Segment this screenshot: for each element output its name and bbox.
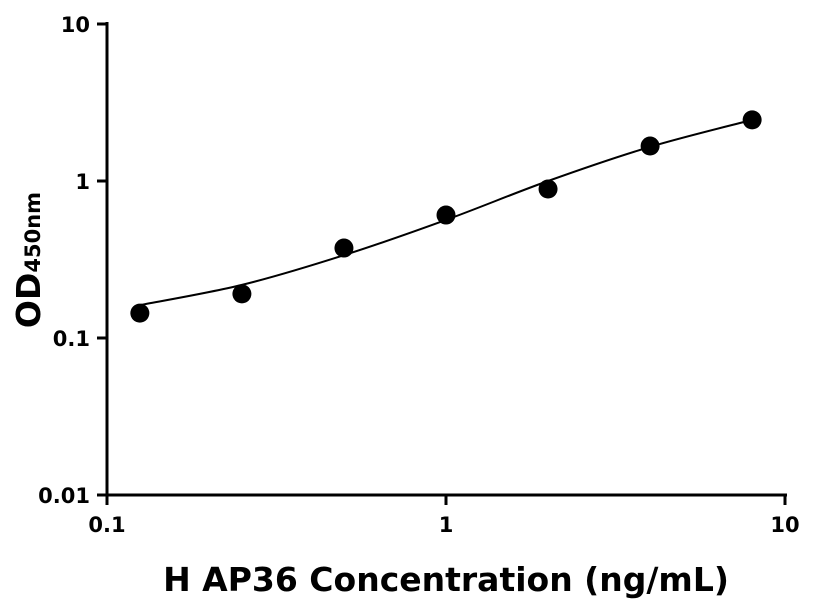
data-points xyxy=(130,110,762,323)
x-tick-label: 0.1 xyxy=(88,513,125,537)
data-point xyxy=(334,238,354,258)
data-point xyxy=(742,110,762,130)
y-axis-label-main: OD xyxy=(9,273,48,328)
y-tick-label: 10 xyxy=(61,13,90,37)
x-ticks: 0.1 1 10 xyxy=(88,495,800,537)
x-tick-label: 1 xyxy=(439,513,454,537)
data-point xyxy=(130,303,150,323)
x-axis-label: H AP36 Concentration (ng/mL) xyxy=(163,560,729,599)
y-axis-label: OD450nm xyxy=(9,192,48,328)
y-tick-label: 0.01 xyxy=(38,484,90,508)
data-point xyxy=(640,136,660,156)
y-axis-label-subscript: 450nm xyxy=(21,192,45,273)
data-point xyxy=(436,205,456,225)
y-tick-label: 0.1 xyxy=(53,327,90,351)
data-point xyxy=(232,284,252,304)
x-tick-label: 10 xyxy=(770,513,799,537)
data-point xyxy=(538,179,558,199)
y-ticks: 0.01 0.1 1 10 xyxy=(38,13,107,508)
y-tick-label: 1 xyxy=(75,170,90,194)
